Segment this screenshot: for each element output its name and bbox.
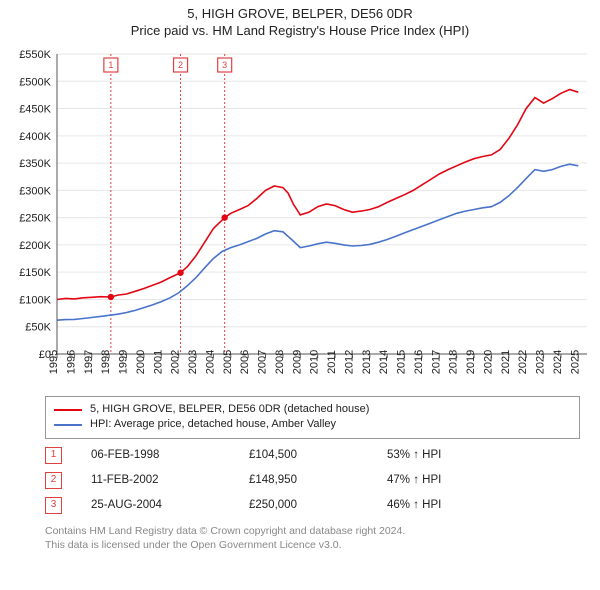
svg-text:£450K: £450K <box>19 104 51 116</box>
svg-text:2002: 2002 <box>170 350 182 374</box>
svg-text:1999: 1999 <box>118 350 130 374</box>
legend-swatch-hpi <box>54 424 82 426</box>
footer: Contains HM Land Registry data © Crown c… <box>45 524 580 552</box>
sale-price-2: £148,950 <box>249 474 369 486</box>
svg-text:£50K: £50K <box>25 322 51 334</box>
svg-text:2022: 2022 <box>517 350 529 374</box>
svg-text:£300K: £300K <box>19 185 51 197</box>
sale-marker-2: 2 <box>45 472 62 489</box>
svg-text:£100K: £100K <box>19 294 51 306</box>
svg-text:2012: 2012 <box>343 350 355 374</box>
svg-text:1998: 1998 <box>100 350 112 374</box>
svg-text:2020: 2020 <box>482 350 494 374</box>
legend-item-property: 5, HIGH GROVE, BELPER, DE56 0DR (detache… <box>54 402 571 417</box>
sale-vs-hpi-3: 46% ↑ HPI <box>387 499 580 511</box>
sale-price-3: £250,000 <box>249 499 369 511</box>
svg-text:2023: 2023 <box>535 350 547 374</box>
svg-text:2024: 2024 <box>552 350 564 374</box>
chart-container: 5, HIGH GROVE, BELPER, DE56 0DR Price pa… <box>0 0 600 590</box>
svg-text:£200K: £200K <box>19 240 51 252</box>
svg-text:2021: 2021 <box>500 350 512 374</box>
svg-text:2000: 2000 <box>135 350 147 374</box>
svg-text:2005: 2005 <box>222 350 234 374</box>
svg-text:2004: 2004 <box>204 350 216 374</box>
legend: 5, HIGH GROVE, BELPER, DE56 0DR (detache… <box>45 396 580 439</box>
svg-text:2025: 2025 <box>569 350 581 374</box>
svg-text:2003: 2003 <box>187 350 199 374</box>
footer-line2: This data is licensed under the Open Gov… <box>45 538 580 552</box>
svg-text:1995: 1995 <box>48 350 60 374</box>
legend-item-hpi: HPI: Average price, detached house, Ambe… <box>54 417 571 432</box>
svg-text:3: 3 <box>222 60 227 70</box>
svg-text:£550K: £550K <box>19 49 51 61</box>
svg-text:2: 2 <box>178 60 183 70</box>
svg-text:2010: 2010 <box>309 350 321 374</box>
svg-text:2015: 2015 <box>396 350 408 374</box>
svg-text:1: 1 <box>108 60 113 70</box>
legend-label-hpi: HPI: Average price, detached house, Ambe… <box>90 417 336 432</box>
sale-date-1: 06-FEB-1998 <box>91 449 231 461</box>
svg-text:2006: 2006 <box>239 350 251 374</box>
svg-text:£350K: £350K <box>19 158 51 170</box>
sale-marker-3: 3 <box>45 497 62 514</box>
sale-date-3: 25-AUG-2004 <box>91 499 231 511</box>
chart-plot: £0£50K£100K£150K£200K£250K£300K£350K£400… <box>12 48 588 390</box>
sale-vs-hpi-2: 47% ↑ HPI <box>387 474 580 486</box>
chart-title-address: 5, HIGH GROVE, BELPER, DE56 0DR <box>0 0 600 21</box>
legend-label-property: 5, HIGH GROVE, BELPER, DE56 0DR (detache… <box>90 402 369 417</box>
sale-price-1: £104,500 <box>249 449 369 461</box>
svg-text:2007: 2007 <box>257 350 269 374</box>
svg-text:1997: 1997 <box>83 350 95 374</box>
svg-text:2008: 2008 <box>274 350 286 374</box>
svg-text:2013: 2013 <box>361 350 373 374</box>
sale-vs-hpi-1: 53% ↑ HPI <box>387 449 580 461</box>
svg-text:2001: 2001 <box>152 350 164 374</box>
svg-text:2014: 2014 <box>378 350 390 374</box>
svg-text:2009: 2009 <box>291 350 303 374</box>
chart-svg: £0£50K£100K£150K£200K£250K£300K£350K£400… <box>12 48 588 390</box>
svg-text:2016: 2016 <box>413 350 425 374</box>
footer-line1: Contains HM Land Registry data © Crown c… <box>45 524 580 538</box>
svg-text:£250K: £250K <box>19 213 51 225</box>
svg-text:2019: 2019 <box>465 350 477 374</box>
sale-marker-1: 1 <box>45 447 62 464</box>
svg-text:1996: 1996 <box>65 350 77 374</box>
sales-table: 1 06-FEB-1998 £104,500 53% ↑ HPI 2 11-FE… <box>45 447 580 514</box>
svg-text:£150K: £150K <box>19 267 51 279</box>
svg-text:2017: 2017 <box>430 350 442 374</box>
svg-text:£500K: £500K <box>19 76 51 88</box>
svg-text:£400K: £400K <box>19 131 51 143</box>
svg-text:2018: 2018 <box>448 350 460 374</box>
legend-swatch-property <box>54 409 82 411</box>
chart-subtitle: Price paid vs. HM Land Registry's House … <box>0 21 600 38</box>
svg-text:2011: 2011 <box>326 350 338 374</box>
sale-date-2: 11-FEB-2002 <box>91 474 231 486</box>
